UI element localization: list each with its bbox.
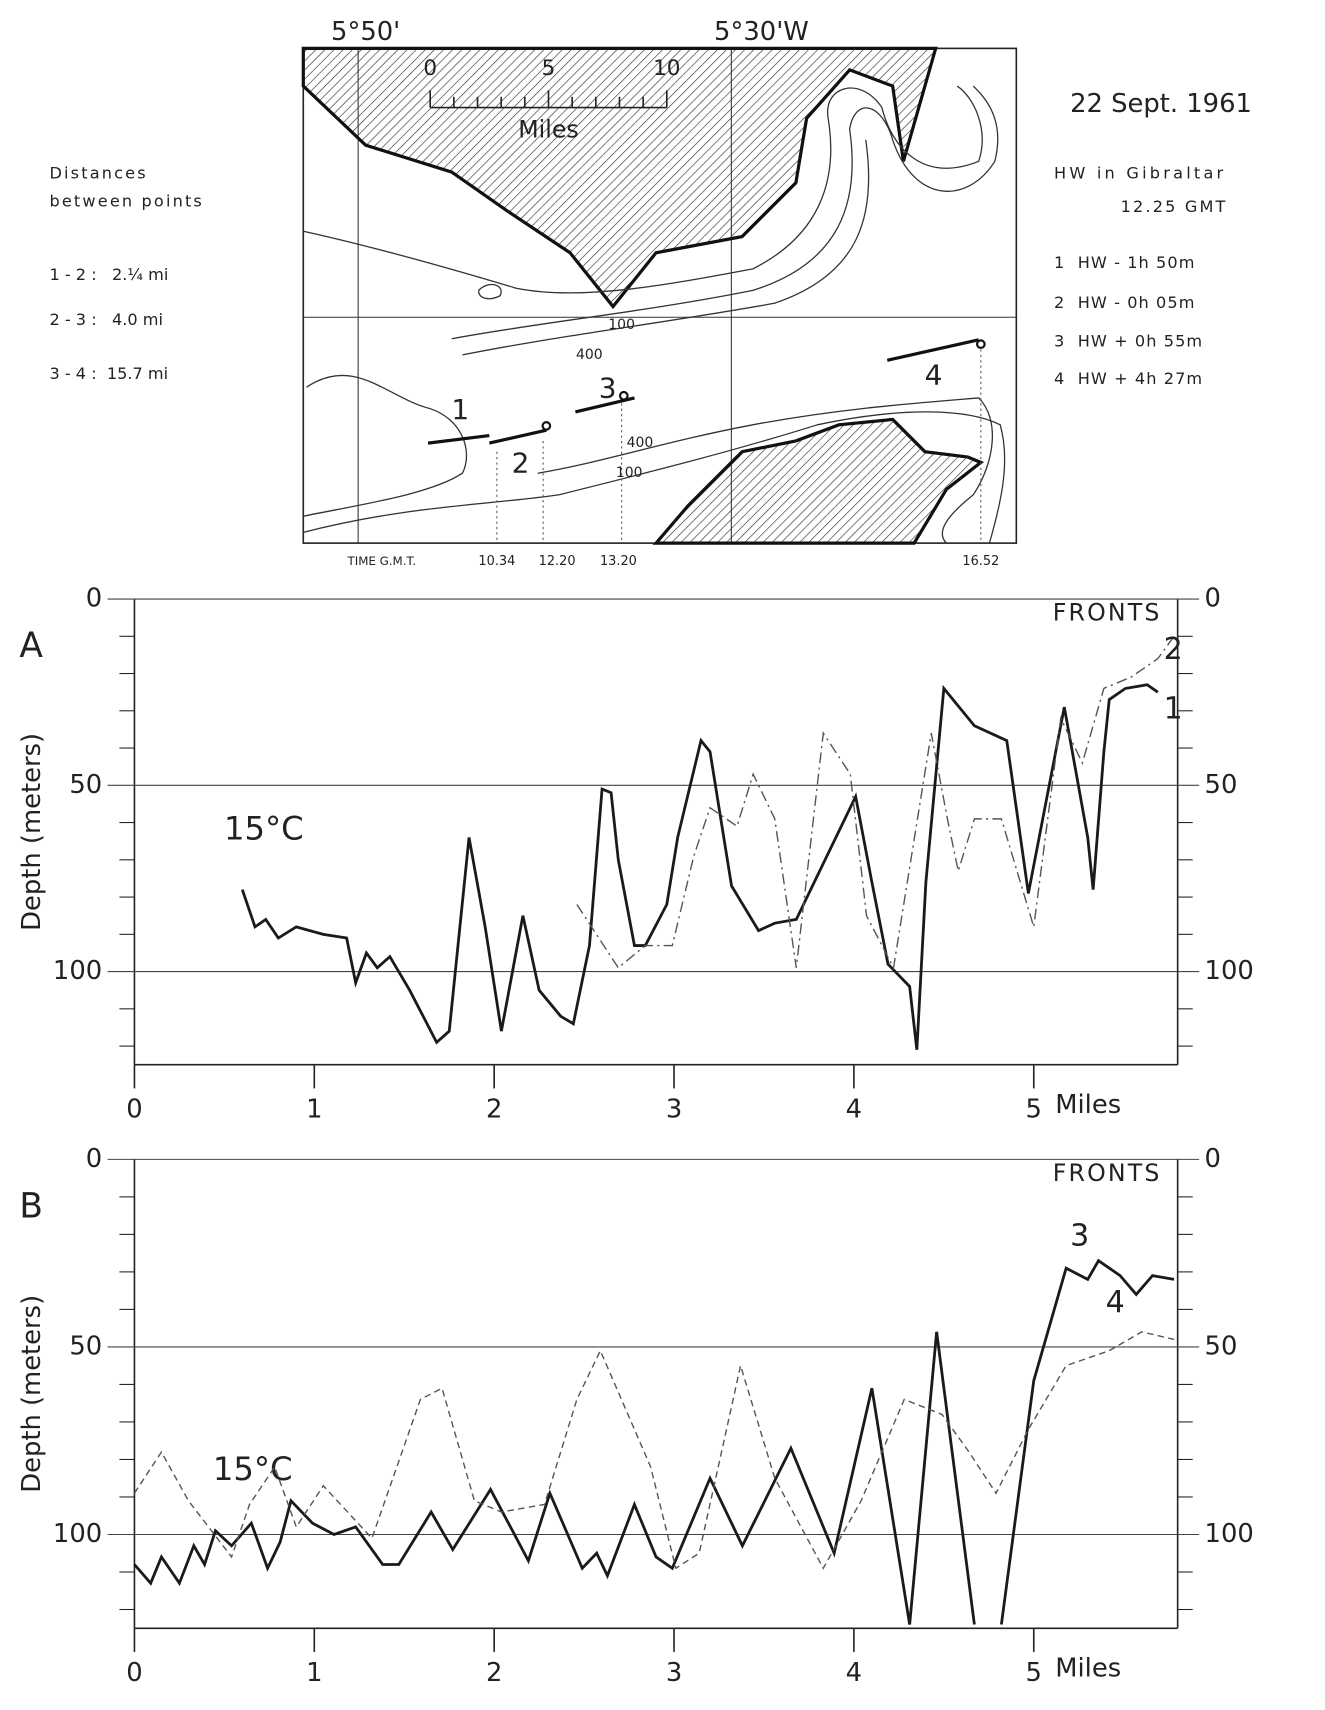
panel-label: A [19, 626, 43, 666]
scale-tick: 0 [423, 56, 437, 81]
x-tick-label: 0 [126, 1094, 142, 1124]
x-tick-label: 5 [1026, 1658, 1042, 1688]
x-tick-label: 0 [126, 1658, 142, 1688]
contour [451, 85, 999, 340]
map: 5°50' 5°30'W 0 5 10 Miles Distances betw… [49, 17, 1251, 569]
contour [303, 411, 1006, 544]
hw-time: 12.25 GMT [1121, 197, 1228, 216]
stations [541, 339, 986, 431]
contour-label: 400 [627, 435, 654, 451]
x-tick-label: 2 [486, 1658, 502, 1688]
annotation: FRONTS [1053, 599, 1162, 627]
station [975, 339, 986, 349]
hw-title: HW in Gibraltar [1054, 164, 1226, 183]
x-tick-label: 3 [666, 1094, 682, 1124]
land [652, 417, 985, 545]
contour [537, 397, 994, 544]
distance-row: 2 - 3 : 4.0 mi [49, 310, 162, 329]
x-axis-label: Miles [1055, 1090, 1121, 1120]
hw-row: 1 HW - 1h 50m [1054, 253, 1196, 272]
y-tick-label-right: 100 [1205, 1519, 1254, 1549]
distances-title: between points [49, 192, 204, 211]
point-label: 2 [512, 447, 530, 480]
y-tick-label-right: 50 [1205, 1331, 1238, 1361]
distances-title: Distances [49, 164, 147, 183]
x-tick-label: 1 [306, 1658, 322, 1688]
contours [303, 85, 1006, 544]
x-tick-label: 1 [306, 1094, 322, 1124]
temperature-label: 15°C [213, 1450, 293, 1488]
y-tick-label: 100 [53, 956, 102, 986]
y-tick-label: 0 [86, 584, 102, 614]
scale-unit: Miles [518, 116, 578, 144]
scale-tick: 10 [653, 56, 680, 81]
contour-label: 100 [608, 317, 635, 333]
series-line [133, 1258, 1175, 1625]
contour [303, 139, 870, 517]
y-tick-label-right: 100 [1205, 956, 1254, 986]
temperature-label: 15°C [224, 809, 304, 847]
station [618, 390, 629, 401]
series-label: 3 [1070, 1218, 1089, 1253]
point-label: 1 [451, 393, 469, 426]
hw-row: 2 HW - 0h 05m [1054, 293, 1196, 312]
land [301, 46, 938, 310]
series-label: 2 [1164, 632, 1183, 667]
y-tick-label-right: 0 [1205, 584, 1221, 614]
hw-row: 3 HW + 0h 55m [1054, 331, 1203, 350]
date: 22 Sept. 1961 [1070, 89, 1252, 119]
x-tick-label: 3 [666, 1658, 682, 1688]
y-tick-label: 50 [69, 1331, 102, 1361]
hw-row: 4 HW + 4h 27m [1054, 369, 1203, 388]
y-axis-label: Depth (meters) [17, 1295, 47, 1493]
series-line [240, 683, 1159, 1050]
distance-row: 3 - 4 : 15.7 mi [49, 364, 168, 383]
x-tick-label: 4 [846, 1094, 862, 1124]
y-tick-label: 0 [86, 1144, 102, 1174]
series-label: 1 [1164, 691, 1183, 726]
y-tick-label-right: 0 [1205, 1144, 1221, 1174]
y-axis-label: Depth (meters) [17, 733, 47, 931]
time: 10.34 [478, 554, 515, 569]
panel-label: B [19, 1186, 43, 1226]
arrow [488, 428, 547, 445]
contour [303, 85, 983, 294]
arrow [427, 433, 490, 445]
x-tick-label: 5 [1026, 1094, 1042, 1124]
time-leaders [496, 349, 982, 544]
station [541, 421, 552, 431]
scale-bar [429, 90, 668, 109]
y-tick-label: 100 [53, 1519, 102, 1549]
series-line [576, 635, 1175, 971]
time-label: TIME G.M.T. [346, 554, 416, 568]
x-tick-label: 4 [846, 1658, 862, 1688]
time: 16.52 [962, 554, 999, 569]
y-tick-label: 50 [69, 770, 102, 800]
scale-tick: 5 [542, 56, 556, 81]
y-tick-label-right: 50 [1205, 770, 1238, 800]
arrow [886, 338, 980, 362]
contour [477, 283, 502, 300]
annotation: FRONTS [1053, 1159, 1162, 1187]
x-axis-label: Miles [1055, 1654, 1121, 1684]
series-label: 4 [1106, 1285, 1125, 1320]
lon-label: 5°50' [331, 17, 400, 47]
time: 12.20 [539, 554, 576, 569]
contour-label: 400 [576, 347, 603, 363]
point-label: 3 [599, 371, 617, 404]
lon-label: 5°30'W [714, 17, 809, 47]
x-tick-label: 2 [486, 1094, 502, 1124]
point-label: 4 [925, 358, 943, 391]
time: 13.20 [600, 554, 637, 569]
contour-label: 100 [616, 465, 643, 481]
distance-row: 1 - 2 : 2.¼ mi [49, 265, 168, 284]
